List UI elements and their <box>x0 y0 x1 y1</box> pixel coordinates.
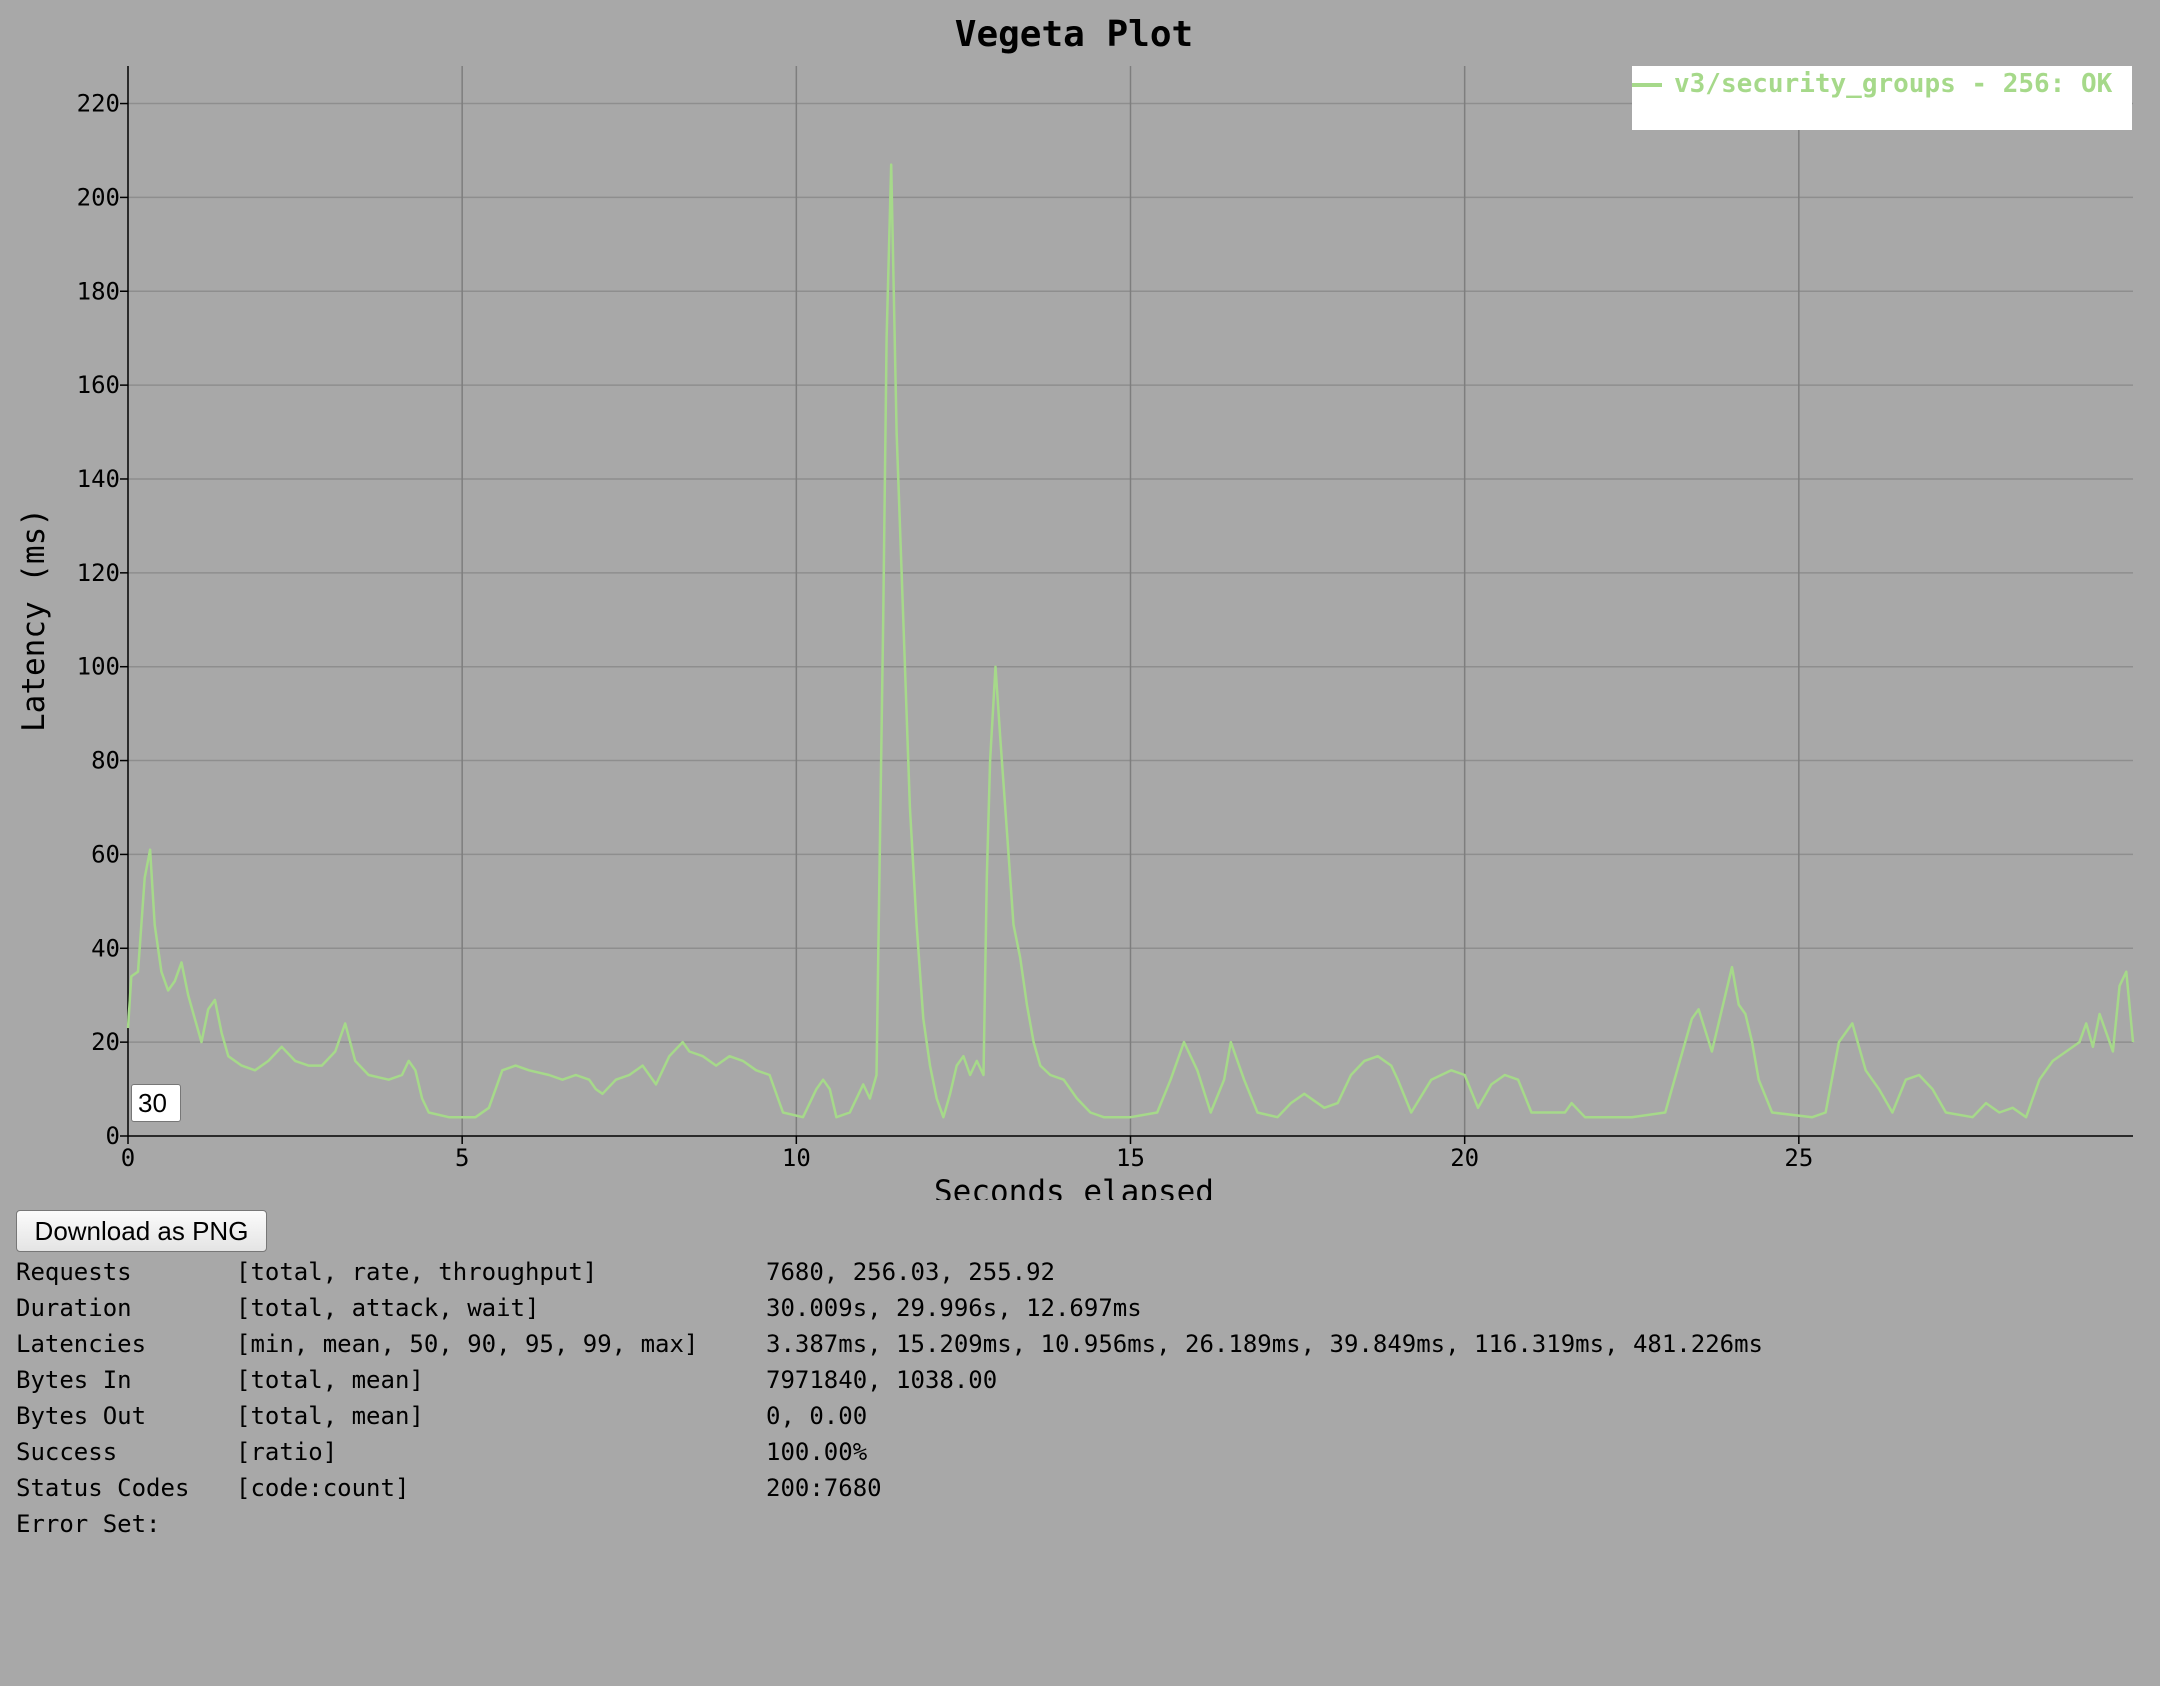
stats-metric: Status Codes <box>16 1474 190 1502</box>
stats-metric: Requests <box>16 1258 132 1286</box>
y-tick-label: 60 <box>91 840 120 868</box>
y-tick-label: 160 <box>77 371 120 399</box>
x-tick-label: 25 <box>1784 1144 1813 1172</box>
stats-fields: [total, attack, wait] <box>236 1294 540 1322</box>
zoom-range-input[interactable] <box>131 1084 181 1122</box>
stats-row-error-set: Error Set: <box>16 1506 2116 1542</box>
series-line <box>126 163 2135 1119</box>
stats-metric: Latencies <box>16 1330 147 1358</box>
stats-values: 7971840, 1038.00 <box>766 1366 998 1394</box>
y-tick-label: 0 <box>106 1122 120 1150</box>
y-tick-label: 40 <box>91 934 120 962</box>
stats-values: 7680, 256.03, 255.92 <box>766 1258 1055 1286</box>
y-tick-label: 20 <box>91 1028 120 1056</box>
stats-fields: [ratio] <box>236 1438 338 1466</box>
y-tick-label: 140 <box>77 465 120 493</box>
legend-swatch <box>1632 82 1662 87</box>
stats-row-status-codes: Status Codes [code:count] 200:7680 <box>16 1470 2116 1506</box>
stats-row-requests: Requests [total, rate, throughput] 7680,… <box>16 1254 2116 1290</box>
stats-values: 100.00% <box>766 1438 868 1466</box>
stats-row-bytes-in: Bytes In [total, mean] 7971840, 1038.00 <box>16 1362 2116 1398</box>
stats-values: 30.009s, 29.996s, 12.697ms <box>766 1294 1142 1322</box>
stats-row-success: Success [ratio] 100.00% <box>16 1434 2116 1470</box>
y-tick-label: 80 <box>91 747 120 775</box>
stats-row-duration: Duration [total, attack, wait] 30.009s, … <box>16 1290 2116 1326</box>
chart-series <box>126 163 2135 1119</box>
x-tick-label: 15 <box>1116 1144 1145 1172</box>
chart-legend[interactable]: v3/security_groups - 256: OK <box>1632 66 2132 130</box>
stats-row-bytes-out: Bytes Out [total, mean] 0, 0.00 <box>16 1398 2116 1434</box>
stats-report: Requests [total, rate, throughput] 7680,… <box>16 1254 2116 1542</box>
download-png-button[interactable]: Download as PNG <box>16 1210 267 1252</box>
x-tick-label: 10 <box>782 1144 811 1172</box>
y-tick-label: 200 <box>77 183 120 211</box>
stats-metric: Success <box>16 1438 118 1466</box>
stats-fields: [min, mean, 50, 90, 95, 99, max] <box>236 1330 699 1358</box>
y-tick-label: 100 <box>77 653 120 681</box>
stats-values: 0, 0.00 <box>766 1402 868 1430</box>
stats-values: 200:7680 <box>766 1474 882 1502</box>
x-tick-label: 0 <box>121 1144 135 1172</box>
y-axis-title: Latency (ms) <box>16 508 52 732</box>
stats-values: 3.387ms, 15.209ms, 10.956ms, 26.189ms, 3… <box>766 1330 1763 1358</box>
latency-chart: 0 20 40 60 80 100 120 140 160 180 200 220 0 5 10 15 20 25… <box>16 14 2135 1200</box>
stats-metric: Bytes In <box>16 1366 132 1394</box>
stats-metric: Duration <box>16 1294 132 1322</box>
stats-fields: [total, mean] <box>236 1366 424 1394</box>
x-tick-label: 20 <box>1450 1144 1479 1172</box>
y-tick-label: 220 <box>77 90 120 118</box>
chart-grid <box>128 66 2133 1136</box>
y-tick-label: 120 <box>77 559 120 587</box>
legend-series-label: v3/security_groups - 256: OK <box>1674 69 2113 99</box>
x-tick-label: 5 <box>455 1144 469 1172</box>
chart-title: Vegeta Plot <box>955 14 1193 55</box>
stats-fields: [code:count] <box>236 1474 410 1502</box>
stats-fields: [total, mean] <box>236 1402 424 1430</box>
y-tick-label: 180 <box>77 277 120 305</box>
stats-metric: Error Set: <box>16 1510 161 1538</box>
stats-row-latencies: Latencies [min, mean, 50, 90, 95, 99, ma… <box>16 1326 2116 1362</box>
stats-metric: Bytes Out <box>16 1402 147 1430</box>
x-axis-title: Seconds elapsed <box>934 1174 1214 1200</box>
stats-fields: [total, rate, throughput] <box>236 1258 598 1286</box>
chart-axes: 0 20 40 60 80 100 120 140 160 180 200 220 0 5 10 15 20 25 <box>77 66 2133 1172</box>
